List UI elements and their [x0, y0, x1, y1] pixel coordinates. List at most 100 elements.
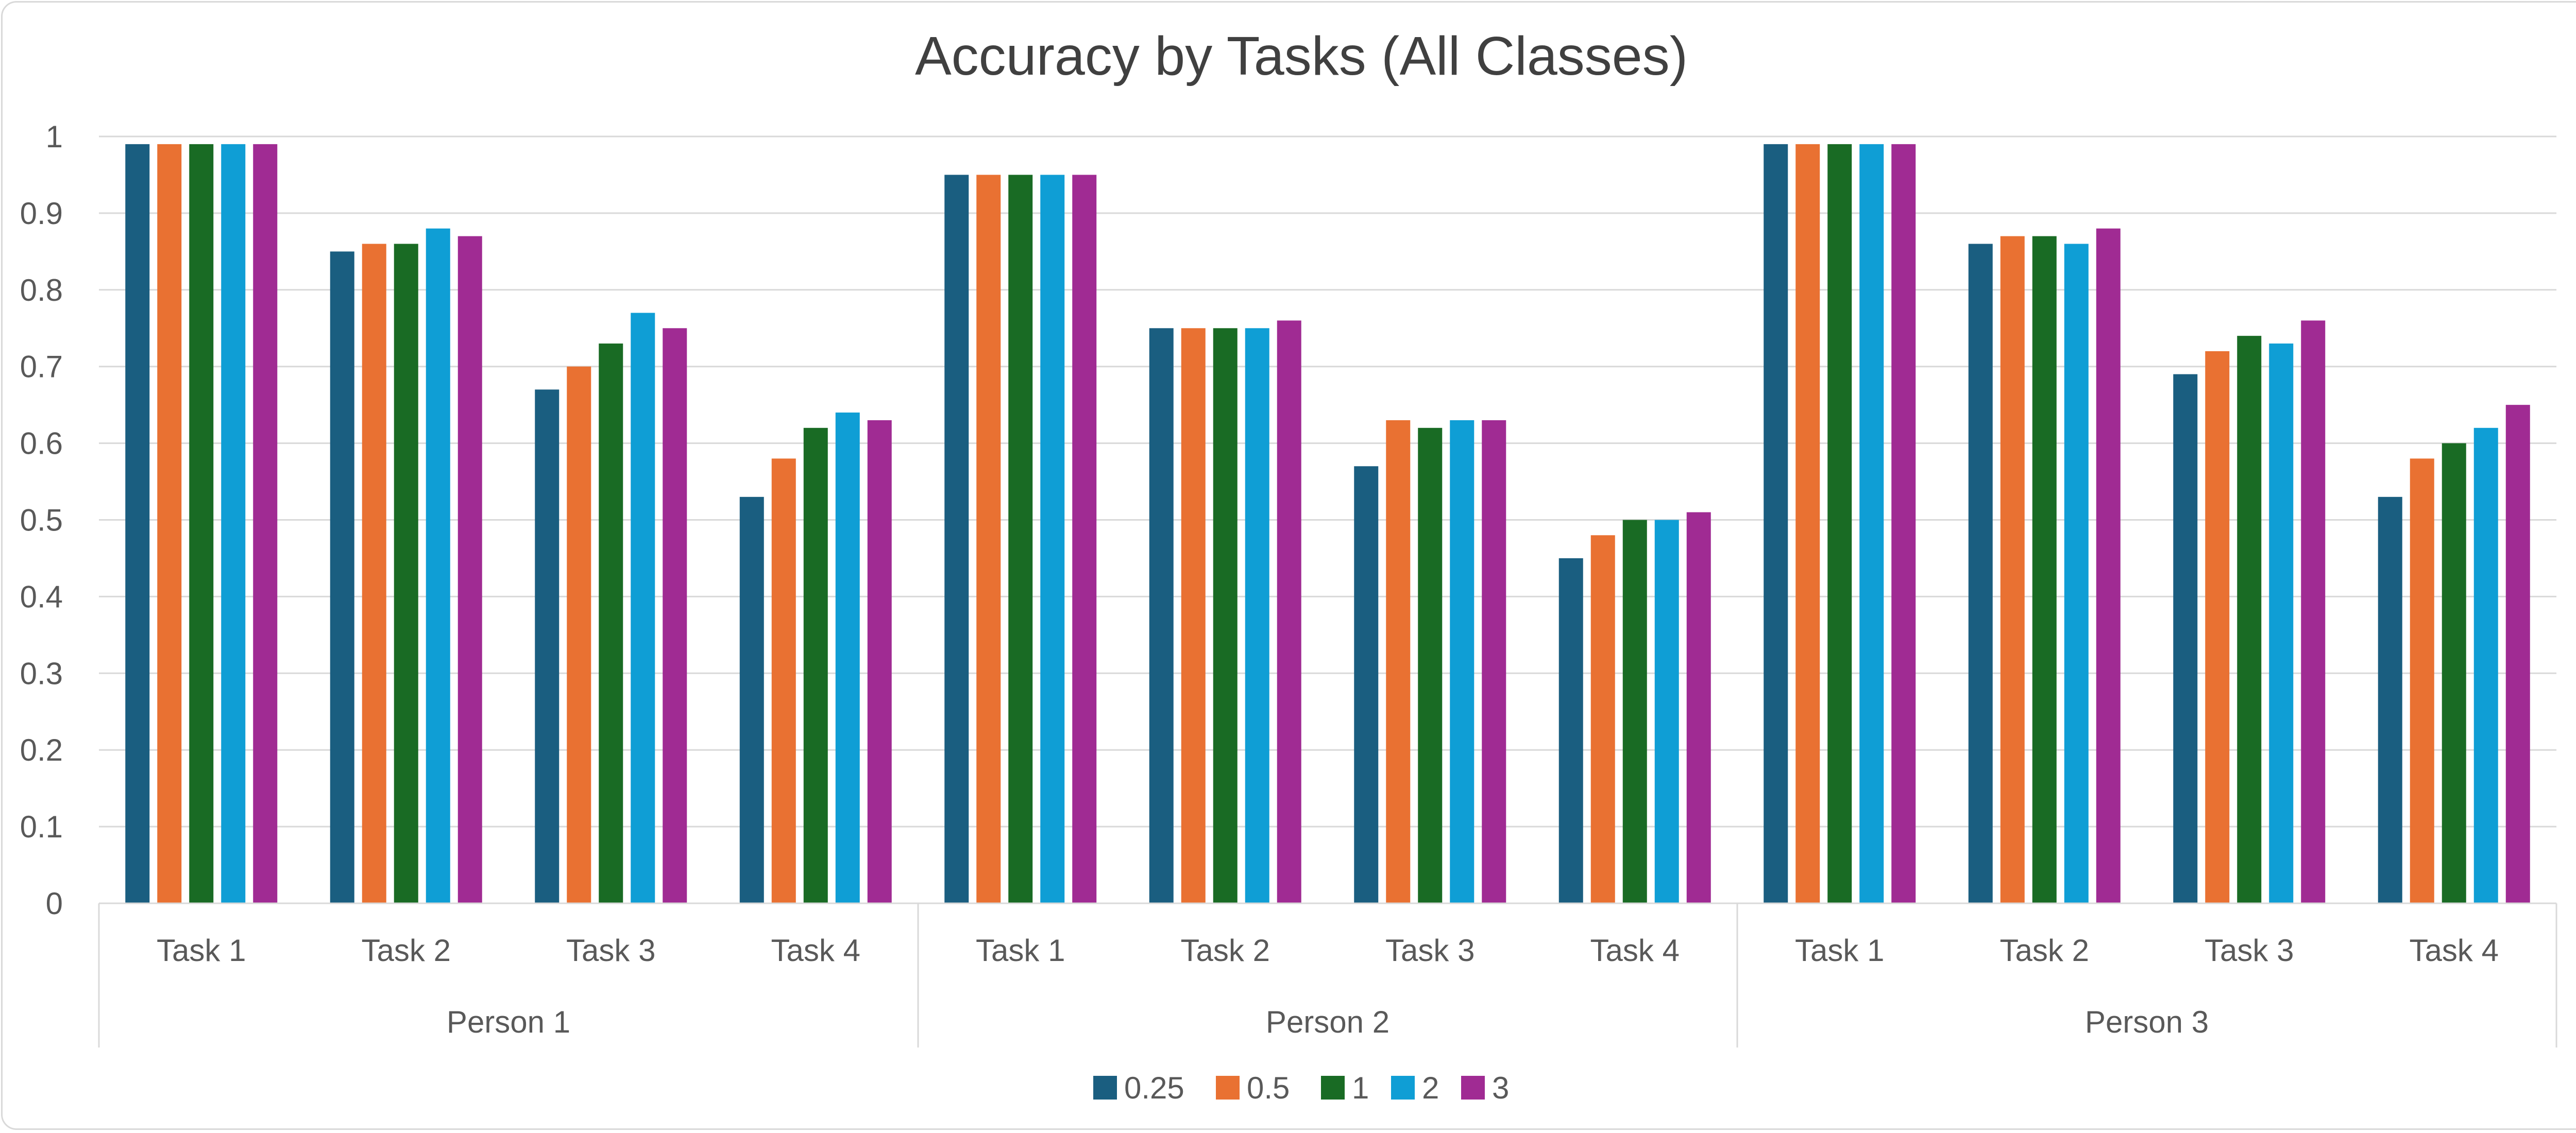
- y-tick-label: 0.7: [20, 350, 63, 384]
- bar-series-3-cat-8: [1686, 512, 1711, 903]
- bar-series-2-cat-8: [1654, 520, 1679, 903]
- y-tick-label: 0.9: [20, 196, 63, 231]
- y-tick-label: 0.5: [20, 503, 63, 538]
- bar-series-2-cat-9: [1859, 144, 1884, 903]
- bars: [125, 144, 2530, 904]
- bar-series-0.5-cat-9: [1795, 144, 1820, 903]
- y-tick-label: 0.1: [20, 810, 63, 844]
- legend: 0.25 0.5 1 2 3: [1093, 1071, 1509, 1105]
- bar-series-0.25-cat-12: [2378, 496, 2402, 903]
- bar-series-1-cat-1: [189, 144, 214, 903]
- bar-series-2-cat-3: [631, 313, 655, 903]
- legend-swatch-0.5: [1216, 1076, 1240, 1100]
- group-label: Person 1: [447, 1005, 570, 1039]
- bar-series-3-cat-11: [2301, 320, 2326, 903]
- bar-series-1-cat-12: [2442, 443, 2466, 903]
- bar-series-3-cat-2: [457, 236, 482, 903]
- bar-series-2-cat-5: [1040, 175, 1065, 904]
- x-tick-label: Task 2: [2000, 933, 2089, 968]
- bar-series-3-cat-9: [1891, 144, 1916, 903]
- bar-series-0.25-cat-10: [1968, 244, 1993, 904]
- y-tick-label: 0.4: [20, 579, 63, 614]
- bar-series-3-cat-10: [2096, 228, 2121, 904]
- bar-series-0.25-cat-5: [944, 175, 969, 904]
- x-tick-label: Task 4: [771, 933, 860, 968]
- bar-series-3-cat-5: [1072, 175, 1097, 904]
- y-tick-label: 0.8: [20, 273, 63, 307]
- bar-series-3-cat-1: [253, 144, 278, 903]
- bar-series-0.5-cat-6: [1181, 328, 1206, 903]
- legend-label: 0.5: [1247, 1071, 1290, 1105]
- bar-series-0.25-cat-9: [1764, 144, 1788, 903]
- bar-series-0.25-cat-8: [1558, 558, 1583, 903]
- legend-label: 0.25: [1124, 1071, 1184, 1105]
- bar-series-0.5-cat-2: [362, 244, 386, 904]
- legend-swatch-0.25: [1093, 1076, 1117, 1100]
- legend-swatch-1: [1321, 1076, 1345, 1100]
- bar-series-0.25-cat-4: [739, 496, 764, 903]
- bar-series-1-cat-8: [1622, 520, 1647, 903]
- legend-label: 2: [1422, 1071, 1439, 1105]
- bar-series-0.25-cat-11: [2173, 374, 2198, 903]
- bar-series-0.25-cat-6: [1149, 328, 1174, 903]
- group-label: Person 3: [2085, 1005, 2209, 1039]
- bar-series-1-cat-5: [1008, 175, 1033, 904]
- x-axis: Task 1 Task 2 Task 3 Task 4 Task 1 Task 2 Task…: [98, 902, 2557, 1048]
- bar-series-1-cat-3: [599, 344, 623, 903]
- bar-series-0.5-cat-1: [157, 144, 182, 903]
- bar-series-0.25-cat-3: [535, 389, 560, 903]
- bar-series-2-cat-10: [2064, 244, 2089, 904]
- bar-series-1-cat-4: [803, 427, 828, 903]
- bar-series-3-cat-3: [663, 328, 687, 903]
- y-tick-label: 0.3: [20, 656, 63, 691]
- bar-series-2-cat-1: [221, 144, 246, 903]
- legend-swatch-2: [1391, 1076, 1415, 1100]
- bar-series-1-cat-2: [394, 244, 418, 904]
- bar-series-2-cat-7: [1450, 420, 1475, 903]
- bar-series-1-cat-10: [2032, 236, 2057, 903]
- bar-series-2-cat-6: [1245, 328, 1269, 903]
- x-tick-label: Task 3: [1385, 933, 1475, 968]
- bar-series-3-cat-7: [1482, 420, 1506, 903]
- bar-series-0.25-cat-1: [125, 144, 150, 903]
- bar-series-0.5-cat-11: [2205, 351, 2230, 904]
- y-tick-label: 0: [46, 886, 63, 921]
- bar-series-1-cat-11: [2237, 336, 2262, 903]
- x-tick-label: Task 2: [1181, 933, 1270, 968]
- bar-series-1-cat-6: [1213, 328, 1238, 903]
- bar-series-0.5-cat-8: [1590, 535, 1615, 903]
- y-tick-label: 0.2: [20, 733, 63, 767]
- y-tick-label: 1: [46, 119, 63, 154]
- bar-series-2-cat-12: [2473, 427, 2498, 903]
- bar-series-2-cat-11: [2269, 344, 2294, 903]
- bar-series-3-cat-6: [1277, 320, 1301, 903]
- bar-series-0.5-cat-5: [976, 175, 1001, 904]
- bar-series-0.25-cat-2: [330, 251, 354, 904]
- bar-series-1-cat-7: [1418, 427, 1443, 903]
- bar-series-0.25-cat-7: [1354, 466, 1379, 903]
- bar-series-0.5-cat-3: [567, 366, 591, 904]
- x-tick-label: Task 4: [2410, 933, 2499, 968]
- bar-series-0.5-cat-12: [2410, 458, 2434, 903]
- group-label: Person 2: [1266, 1005, 1389, 1039]
- bar-series-2-cat-4: [835, 413, 860, 903]
- chart-title: Accuracy by Tasks (All Classes): [915, 26, 1688, 87]
- bar-series-0.5-cat-4: [771, 458, 796, 903]
- x-tick-label: Task 1: [1795, 933, 1884, 968]
- y-tick-label: 0.6: [20, 426, 63, 461]
- bar-series-0.5-cat-7: [1386, 420, 1411, 903]
- x-tick-label: Task 4: [1590, 933, 1680, 968]
- legend-label: 3: [1492, 1071, 1509, 1105]
- bar-series-3-cat-4: [867, 420, 892, 903]
- x-tick-label: Task 2: [362, 933, 451, 968]
- x-tick-label: Task 3: [566, 933, 655, 968]
- legend-label: 1: [1352, 1071, 1369, 1105]
- bar-series-2-cat-2: [426, 228, 450, 904]
- x-tick-label: Task 1: [157, 933, 246, 968]
- x-tick-label: Task 3: [2205, 933, 2294, 968]
- x-tick-label: Task 1: [976, 933, 1065, 968]
- bar-series-0.5-cat-10: [2000, 236, 2025, 903]
- bar-series-1-cat-9: [1827, 144, 1852, 903]
- y-axis-ticks: 0 0.1 0.2 0.3 0.4 0.5 0.6 0.7 0.8 0.9 1: [20, 119, 63, 921]
